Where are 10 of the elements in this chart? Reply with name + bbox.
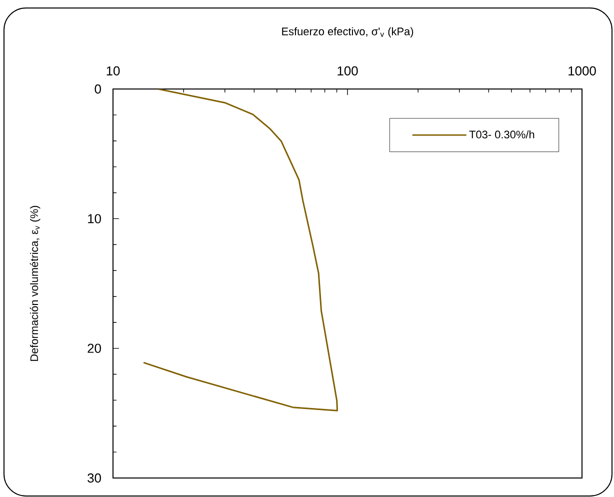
legend-label: T03- 0.30%/h	[469, 130, 534, 138]
x-tick-label: 10	[106, 66, 120, 76]
y-axis-title: Deformación volumétrica, ε$_{v}$ (%)	[30, 206, 40, 361]
y-tick-label: 30	[88, 473, 101, 483]
y-tick-label: 20	[88, 344, 101, 353]
y-tick-label: 10	[88, 214, 101, 224]
x-tick-label: 100	[338, 66, 358, 76]
x-axis-title: Esfuerzo efectivo, σ'$_{v}$ (kPa)	[282, 27, 414, 38]
x-tick-label: 1000	[568, 66, 596, 76]
y-tick-label: 0	[94, 84, 101, 94]
